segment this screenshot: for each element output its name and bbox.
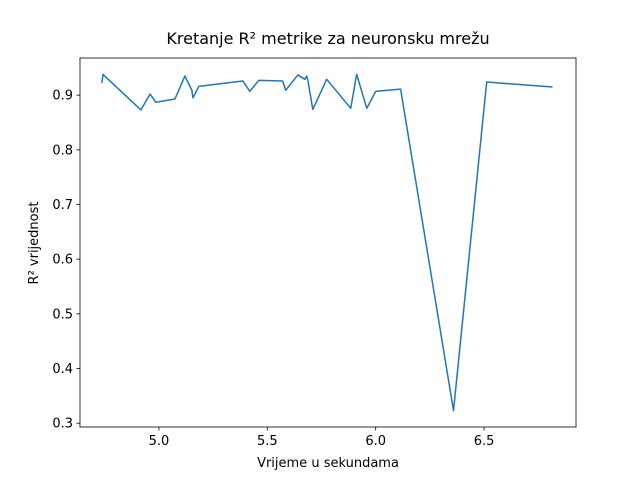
- y-tick-label: 0.6: [52, 253, 73, 268]
- line: [101, 73, 553, 412]
- y-tick-label: 0.4: [52, 362, 73, 377]
- y-tick-label: 0.8: [52, 143, 73, 158]
- y-tick-label: 0.9: [52, 89, 73, 104]
- x-tick-label: 6.5: [474, 434, 495, 449]
- y-axis-label: R² vrijednost: [27, 202, 42, 285]
- plot-frame: [79, 57, 577, 428]
- x-tick-label: 5.0: [149, 434, 170, 449]
- y-tick-label: 0.5: [52, 307, 73, 322]
- y-tick-label: 0.3: [52, 417, 73, 432]
- chart-title: Kretanje R² metrike za neuronsku mrežu: [166, 29, 489, 48]
- y-tick-label: 0.7: [52, 198, 73, 213]
- x-tick-label: 5.5: [257, 434, 278, 449]
- x-tick-label: 6.0: [365, 434, 386, 449]
- x-axis-label: Vrijeme u sekundama: [257, 456, 399, 471]
